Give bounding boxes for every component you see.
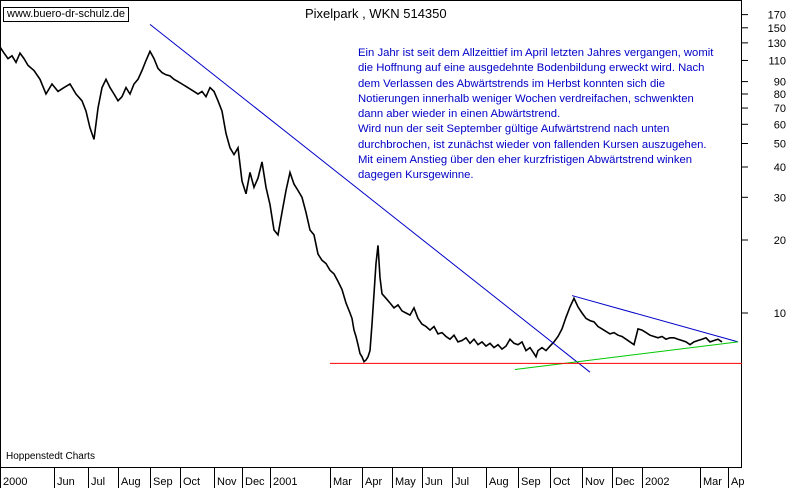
x-tick-label: 2002 <box>645 476 669 488</box>
x-tick-label: Sep <box>521 476 541 488</box>
y-tick-label: 10 <box>774 308 786 320</box>
brand-url: www.buero-dr-schulz.de <box>3 7 129 22</box>
trend-line <box>571 295 739 343</box>
x-tick-label: 2000 <box>3 476 27 488</box>
x-tick-label: 2001 <box>273 476 297 488</box>
plot-frame <box>0 0 742 468</box>
source-label: Hoppenstedt Charts <box>6 451 95 462</box>
x-tick-label: Dec <box>615 476 635 488</box>
x-tick-label: Mar <box>703 476 722 488</box>
series-group <box>0 23 742 373</box>
x-tick-label: Sep <box>153 476 173 488</box>
x-tick-label: Jun <box>57 476 75 488</box>
y-tick-label: 50 <box>774 138 786 150</box>
x-tick-label: Nov <box>585 476 605 488</box>
x-tick-label: Dec <box>245 476 265 488</box>
x-tick-label: Jul <box>455 476 469 488</box>
x-tick-label: Aug <box>121 476 141 488</box>
x-tick-label: May <box>395 476 416 488</box>
y-tick-label: 90 <box>774 77 786 89</box>
y-tick-label: 20 <box>774 235 786 247</box>
y-tick-label: 40 <box>774 162 786 174</box>
annotation-text: Ein Jahr ist seit dem Allzeittief im Apr… <box>358 46 718 184</box>
y-tick-label: 150 <box>768 23 786 35</box>
y-tick-label: 30 <box>774 192 786 204</box>
annotation-paragraph-2: Wird nun der seit September gültige Aufw… <box>358 123 707 182</box>
x-tick-label: Nov <box>217 476 237 488</box>
y-tick-label: 110 <box>768 55 786 67</box>
x-tick-label: Apr <box>365 476 382 488</box>
y-tick-label: 130 <box>768 38 786 50</box>
x-tick-label: Oct <box>183 476 200 488</box>
y-tick-label: 80 <box>774 89 786 101</box>
trend-line <box>514 341 739 370</box>
price-series-line <box>0 46 723 364</box>
x-tick-label: Ap <box>731 476 744 488</box>
chart-title: Pixelpark , WKN 514350 <box>305 6 447 21</box>
y-tick-label: 70 <box>774 103 786 115</box>
x-tick-label: Jun <box>425 476 443 488</box>
x-tick-label: Oct <box>553 476 570 488</box>
y-tick-label: 60 <box>774 119 786 131</box>
x-tick-label: Mar <box>333 476 352 488</box>
trend-line <box>149 23 591 373</box>
x-tick-label: Jul <box>91 476 105 488</box>
annotation-paragraph-1: Ein Jahr ist seit dem Allzeittief im Apr… <box>358 47 714 121</box>
x-axis-ticks: 2000 Jun Jul Aug Sep Oct Nov Dec 2001 Mar Apr May Ju… <box>0 468 744 488</box>
x-tick-label: Aug <box>489 476 509 488</box>
y-tick-label: 170 <box>768 10 786 22</box>
